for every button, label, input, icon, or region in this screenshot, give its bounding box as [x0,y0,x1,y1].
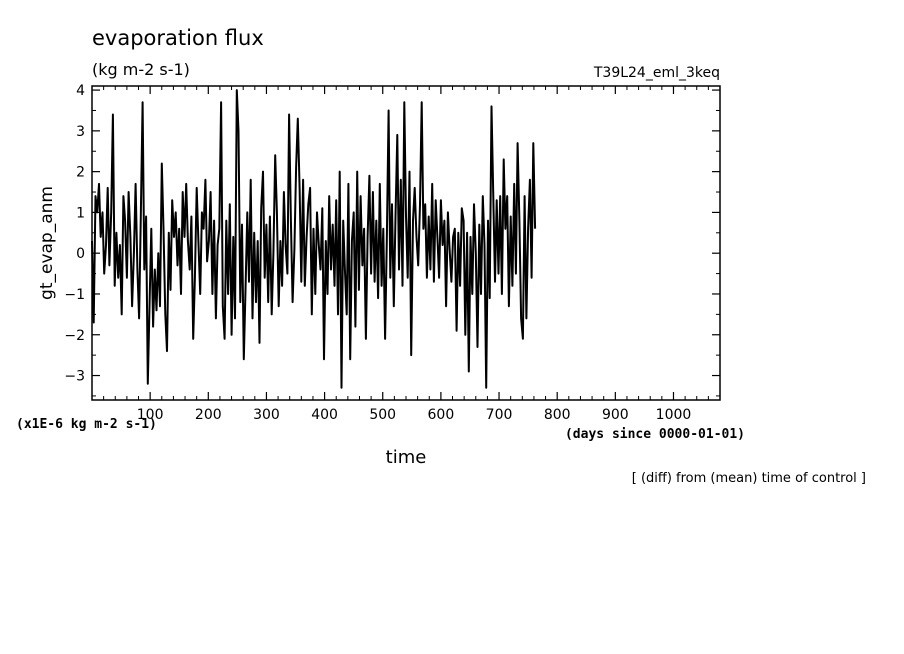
x-tick-label: 700 [486,407,513,423]
x-tick-label: 300 [253,407,280,423]
x-tick-label: 400 [311,407,338,423]
run-name: T39L24_eml_3keq [593,65,720,81]
y-tick-label: −1 [64,287,85,303]
y-tick-label: 4 [76,83,85,99]
y-tick-label: 0 [76,246,85,262]
y-scale-note: (x1E-6 kg m-2 s-1) [16,417,157,432]
y-tick-label: −2 [64,328,85,344]
x-tick-label: 800 [544,407,571,423]
x-tick-label: 1000 [656,407,692,423]
series-line [91,89,537,389]
y-tick-label: 1 [76,205,85,221]
y-tick-label: 2 [76,165,85,181]
y-tick-label: −3 [64,369,85,385]
chart-units: (kg m-2 s-1) [92,60,190,79]
footer-note: [ (diff) from (mean) time of control ] [632,471,866,486]
x-tick-label: 200 [195,407,222,423]
x-units-note: (days since 0000-01-01) [565,427,745,442]
x-axis-label: time [386,447,427,468]
chart-title: evaporation flux [92,26,264,50]
x-tick-label: 600 [428,407,455,423]
y-tick-label: 3 [76,124,85,140]
x-tick-label: 100 [137,407,164,423]
x-tick-label: 900 [602,407,629,423]
x-axis-ticks: 100 200 300 400 500 600 700 800 900 1000 [103,86,709,423]
x-tick-label: 500 [369,407,396,423]
y-axis-label: gt_evap_anm [37,186,57,300]
y-axis-ticks: −3 −2 −1 0 1 2 3 4 [64,83,720,397]
